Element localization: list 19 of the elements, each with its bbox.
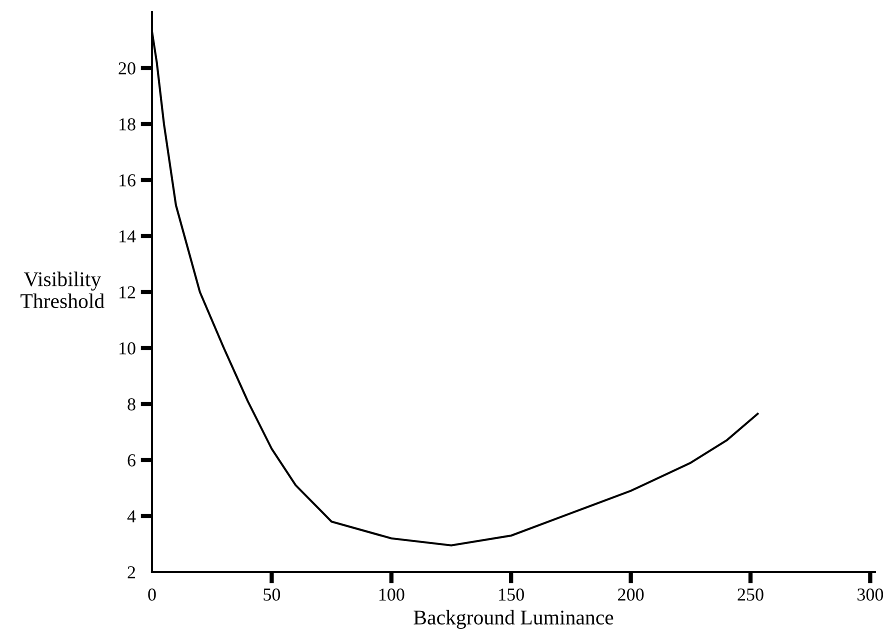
y-axis-title: Visibility Threshold [20,272,104,308]
y-tick-label: 20 [118,62,136,74]
y-tick-label: 18 [120,118,136,130]
x-tick-label: 200 [618,588,644,601]
y-tick-label: 12 [120,286,136,298]
y-tick-label: 6 [128,454,136,466]
x-tick-label: 50 [264,588,280,601]
x-tick-label: 0 [148,588,156,601]
x-tick-label: 300 [858,588,884,601]
y-tick-label: 2 [128,566,136,578]
y-tick-label: 8 [128,398,136,410]
x-tick-label: 250 [738,588,764,601]
y-tick-label: 10 [120,342,136,354]
x-tick-label: 100 [379,588,404,601]
y-tick-label: 14 [120,230,136,242]
y-tick-label: 16 [120,174,136,186]
x-tick-label: 150 [499,588,524,601]
y-tick-label: 4 [127,510,136,522]
x-axis-title: Background Luminance [414,610,614,629]
